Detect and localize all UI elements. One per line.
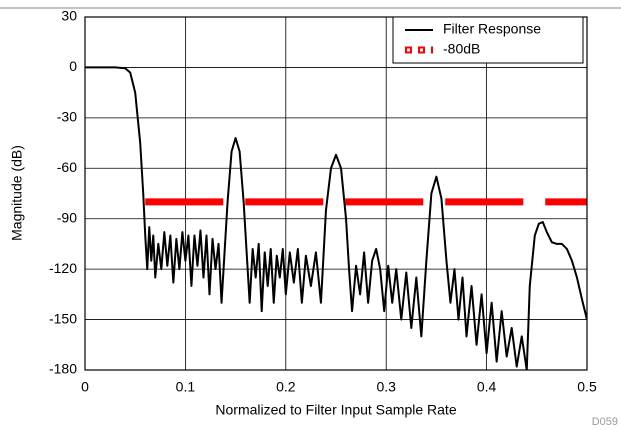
y-tick-label: -60 xyxy=(57,159,77,175)
series-line xyxy=(85,66,587,370)
x-tick-label: 0.4 xyxy=(477,379,497,395)
y-tick-label: -90 xyxy=(57,209,77,225)
legend-swatch-dot xyxy=(407,48,410,52)
legend-swatch-dot xyxy=(420,48,423,52)
y-axis-label: Magnitude (dB) xyxy=(9,145,25,241)
x-tick-label: 0.5 xyxy=(577,379,597,395)
plot-frame xyxy=(84,16,588,371)
x-axis-label: Normalized to Filter Input Sample Rate xyxy=(215,402,456,418)
y-tick-label: -120 xyxy=(49,260,77,276)
legend-box xyxy=(392,16,584,64)
x-tick-label: 0 xyxy=(81,379,89,395)
y-tick-label: -30 xyxy=(57,109,77,125)
legend-label: -80dB xyxy=(443,41,480,57)
y-tick-label: -180 xyxy=(49,361,77,377)
y-tick-label: 0 xyxy=(69,58,77,74)
x-tick-label: 0.2 xyxy=(276,379,296,395)
x-tick-label: 0.3 xyxy=(376,379,396,395)
figure-id: D059 xyxy=(592,416,618,428)
x-tick-label: 0.1 xyxy=(176,379,196,395)
legend-label: Filter Response xyxy=(443,21,541,37)
y-tick-label: -150 xyxy=(49,310,77,326)
y-tick-label: 30 xyxy=(61,8,77,24)
